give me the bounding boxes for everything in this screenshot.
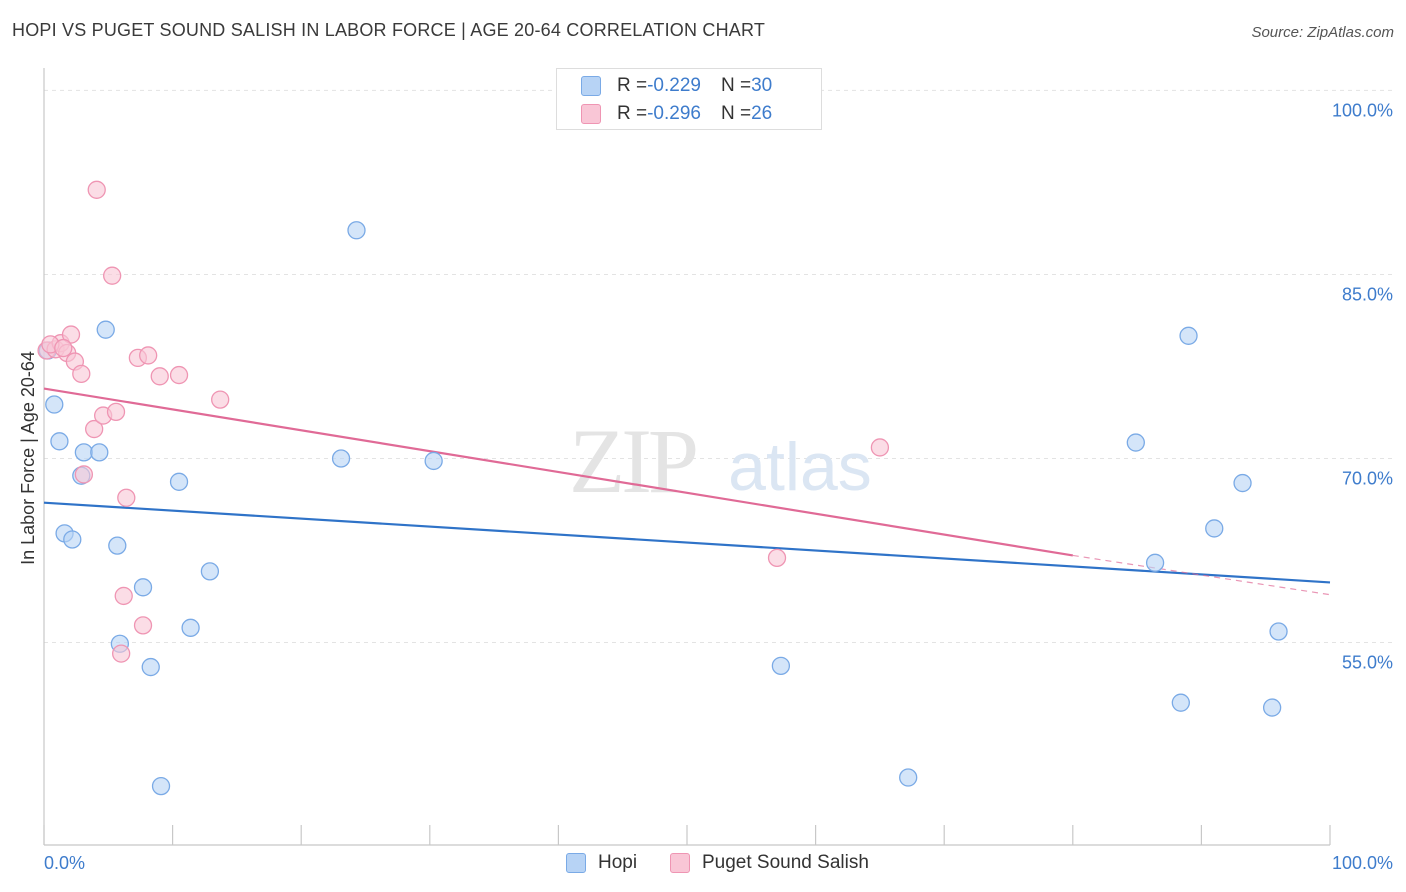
legend-item-salish[interactable]: Puget Sound Salish [670,852,869,874]
salish-point [85,419,104,439]
grid-layer [44,89,1394,644]
salish-point [767,548,787,568]
hopi-point [181,618,200,637]
source-label: Source: ZipAtlas.com [1251,24,1394,41]
hopi-point [1233,473,1252,493]
hopi-legend-swatch [566,853,586,873]
hopi-point [63,530,82,549]
salish-point [211,390,230,409]
salish-legend-label: Puget Sound Salish [702,852,869,873]
points-layer [37,180,1288,796]
salish-point [87,180,106,199]
salish-point [870,438,890,457]
hopi-point [899,768,918,787]
hopi-r-value: -0.229 [647,75,701,96]
y-axis-label: In Labor Force | Age 20-64 [18,351,38,565]
y-tick-label: 85.0% [1342,284,1393,304]
hopi-point [96,320,115,339]
hopi-point [1179,326,1198,345]
salish-r-label: R = [617,103,648,124]
salish-point [117,488,136,507]
legend-row-hopi: R = -0.229 N = 30 [581,75,772,97]
salish-trend-line [43,387,1073,557]
x-tick-label-min: 0.0% [44,853,85,873]
hopi-point [1269,622,1288,641]
salish-point [169,365,189,385]
hopi-point [141,657,160,677]
salish-point [112,644,131,663]
hopi-point [331,449,351,468]
y-tick-label: 55.0% [1342,653,1393,673]
hopi-point [1205,519,1224,538]
hopi-point [133,578,153,597]
series-legend: Hopi Puget Sound Salish [0,852,1406,876]
salish-r-value: -0.296 [647,103,701,124]
hopi-r-label: R = [617,75,648,96]
hopi-point [771,656,791,676]
hopi-point [90,443,109,462]
salish-point [106,402,126,422]
watermark: ZIP atlas [569,410,872,512]
salish-point [139,346,158,365]
chart-title: HOPI VS PUGET SOUND SALISH IN LABOR FORC… [12,20,766,40]
hopi-legend-label: Hopi [598,852,638,873]
legend-item-hopi[interactable]: Hopi [566,852,637,874]
watermark-zip: ZIP [569,410,696,512]
hopi-n-label: N = [720,75,752,96]
trend-layer [43,387,1331,596]
correlation-legend: R = -0.229 N = 30 R = -0.296 N = 26 [556,68,822,130]
hopi-point [151,776,171,796]
y-tick-label: 70.0% [1342,469,1393,489]
x-tick-label-max: 100.0% [1332,853,1393,873]
hopi-n-value: 30 [751,75,773,96]
hopi-point [169,472,189,491]
salish-point [150,367,169,386]
salish-point [74,465,94,484]
hopi-point [108,536,127,555]
salish-point [114,586,133,606]
hopi-point [347,221,366,240]
hopi-point [45,395,64,414]
hopi-point [1145,553,1165,572]
legend-row-salish: R = -0.296 N = 26 [581,103,772,125]
salish-legend-swatch [670,853,690,873]
salish-n-value: 26 [751,103,773,124]
hopi-point [1126,433,1145,452]
salish-n-label: N = [720,103,752,124]
hopi-point [1262,698,1282,717]
hopi-point [1171,693,1190,712]
hopi-point [74,443,94,462]
hopi-swatch [581,76,601,96]
hopi-point [200,562,220,581]
axes-layer [43,68,1331,846]
hopi-trend-line [43,501,1331,584]
salish-point [103,266,122,285]
salish-point [72,364,91,383]
salish-point [133,616,153,635]
hopi-point [424,451,443,471]
salish-point [61,325,81,344]
y-tick-label: 100.0% [1332,100,1393,120]
salish-swatch [581,104,601,124]
salish-point [54,338,73,358]
labels-layer: 55.0% 70.0% 85.0% 100.0% 0.0% 100.0% In Labor … [18,100,1393,873]
hopi-point [50,432,69,451]
watermark-atlas: atlas [728,429,872,505]
